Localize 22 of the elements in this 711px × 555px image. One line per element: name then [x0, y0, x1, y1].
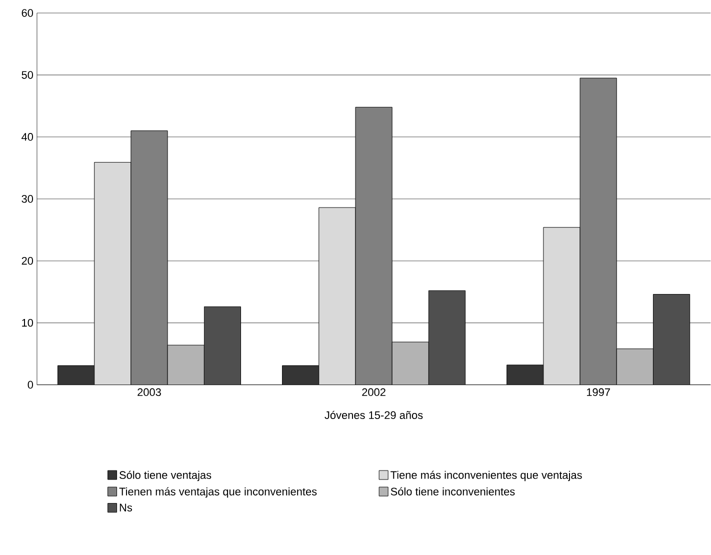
x-axis-title: Jóvenes 15-29 años: [324, 411, 423, 420]
y-tick-label: 10: [22, 319, 34, 327]
y-tick-label: 40: [22, 133, 34, 141]
x-tick-label: 2002: [362, 388, 386, 396]
bar: [616, 348, 654, 385]
bar: [506, 364, 544, 385]
bar: [168, 345, 204, 385]
bar: [392, 342, 429, 385]
y-tick-label: 50: [22, 71, 34, 79]
x-tick-label: 1997: [586, 388, 610, 396]
y-tick-label: 30: [22, 195, 34, 203]
legend-label: Ns: [120, 504, 132, 512]
y-tick-label: 0: [28, 381, 34, 389]
legend-label: Tienen más ventajas que inconvenientes: [119, 487, 317, 498]
x-tick-label: 2003: [138, 388, 161, 396]
legend-label: Sólo tiene ventajas: [120, 470, 212, 482]
bar: [282, 366, 319, 385]
legend-label: Sólo tiene inconvenientes: [390, 487, 515, 496]
legend-label: Tiene más inconvenientes que ventajas: [390, 470, 582, 482]
y-tick-label: 20: [22, 257, 34, 265]
bar: [58, 366, 94, 385]
y-tick-label: 60: [22, 9, 34, 18]
